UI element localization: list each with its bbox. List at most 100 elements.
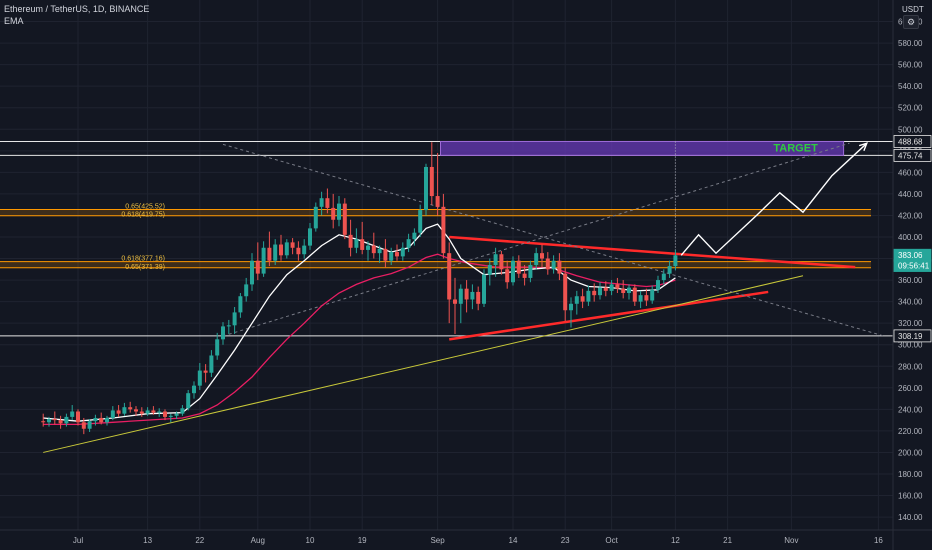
candle: [52, 411, 57, 425]
candle: [139, 407, 144, 417]
candle: [313, 202, 318, 232]
candle-body: [528, 265, 533, 278]
candle-body: [58, 420, 63, 424]
candle-body: [122, 407, 127, 414]
candle: [661, 269, 666, 285]
candle: [632, 284, 637, 306]
candles: [41, 142, 678, 435]
candle-body: [557, 260, 562, 274]
candle-body: [638, 295, 643, 302]
target-box: [440, 140, 845, 156]
triangle-lower: [449, 290, 769, 341]
candle-body: [81, 422, 86, 429]
y-tick-label: 260.00: [898, 384, 923, 393]
candle: [342, 198, 347, 240]
candle-body: [569, 303, 573, 311]
candle-body: [650, 289, 655, 301]
candle-body: [366, 245, 370, 250]
candle: [267, 231, 272, 267]
y-tick-label: 440.00: [898, 190, 923, 199]
candle-body: [453, 299, 457, 304]
candle-body: [319, 198, 324, 207]
ema-slow-line: [43, 253, 676, 426]
candle: [250, 253, 254, 291]
candle-body: [551, 260, 556, 270]
candle-body: [458, 288, 463, 304]
candle: [81, 417, 86, 435]
time-axis[interactable]: Jul 13 22 Aug 10 19 Sep 14 23 Oct 12 21 Nov 16: [0, 529, 932, 545]
currency-label: USDT: [902, 5, 924, 14]
y-tick-label: 580.00: [898, 39, 923, 48]
candle: [609, 280, 614, 296]
gear-icon[interactable]: ⚙: [903, 15, 919, 29]
triangle-upper: [449, 235, 856, 269]
candle-body: [128, 407, 133, 410]
candle: [516, 255, 521, 278]
candle: [580, 288, 585, 309]
y-tick-label: 460.00: [898, 168, 923, 177]
candle: [377, 245, 382, 263]
candle-body: [482, 274, 486, 304]
candle: [232, 307, 237, 334]
candle: [464, 280, 469, 313]
candle-body: [476, 291, 481, 304]
candle-body: [516, 260, 521, 274]
candle: [476, 286, 481, 311]
candle-body: [592, 290, 597, 296]
y-tick-label: 540.00: [898, 82, 923, 91]
candle-body: [244, 284, 249, 297]
ema-lines: [43, 223, 676, 426]
candle: [458, 284, 463, 324]
candle: [557, 253, 562, 281]
candle: [638, 290, 643, 309]
trendlines: [43, 142, 885, 453]
candle-body: [273, 244, 278, 261]
price-axis[interactable]: 600.00580.00560.00540.00520.00500.00480.…: [892, 0, 932, 550]
x-tick-label: 14: [509, 536, 518, 545]
candle: [395, 244, 399, 261]
y-tick-label: 360.00: [898, 276, 923, 285]
candle-body: [505, 269, 510, 283]
fib-zone-fill: [0, 261, 871, 268]
projection-arrowhead: [858, 142, 868, 151]
candle: [197, 363, 202, 390]
candle-body: [221, 326, 225, 340]
candle: [215, 332, 220, 360]
y-tick-label: 140.00: [898, 513, 923, 522]
candle-body: [163, 411, 167, 417]
candle: [145, 407, 150, 416]
fib-label: 0.618(377.16): [121, 256, 165, 263]
candle-body: [644, 295, 649, 301]
candle: [615, 277, 620, 294]
candle: [157, 408, 162, 417]
candle: [360, 221, 365, 255]
candle-body: [47, 419, 51, 423]
candle-body: [139, 411, 144, 414]
fib-zones: 0.65(425.52)0.618(419.75) 0.618(377.16)0.…: [0, 204, 871, 271]
candle-body: [424, 166, 428, 211]
candle: [273, 239, 278, 265]
candle-body: [348, 234, 353, 248]
candle-body: [99, 417, 104, 423]
x-tick-label: 10: [306, 536, 315, 545]
candle: [209, 350, 214, 378]
price-label: 383.06: [893, 248, 932, 262]
candle-body: [447, 253, 452, 300]
candle-body: [383, 248, 388, 261]
candle: [244, 277, 249, 302]
candle: [337, 196, 341, 227]
candle-body: [255, 260, 260, 274]
indicator-label[interactable]: EMA: [4, 16, 24, 26]
candle: [429, 142, 434, 205]
ema-fast-line: [43, 223, 676, 422]
candle: [308, 222, 312, 250]
candle: [226, 319, 231, 334]
candle: [505, 260, 510, 289]
candle: [371, 232, 376, 259]
candle-body: [377, 248, 382, 254]
candle-body: [342, 203, 347, 235]
candle-body: [470, 291, 475, 300]
candle: [325, 188, 330, 214]
candle: [418, 204, 423, 237]
